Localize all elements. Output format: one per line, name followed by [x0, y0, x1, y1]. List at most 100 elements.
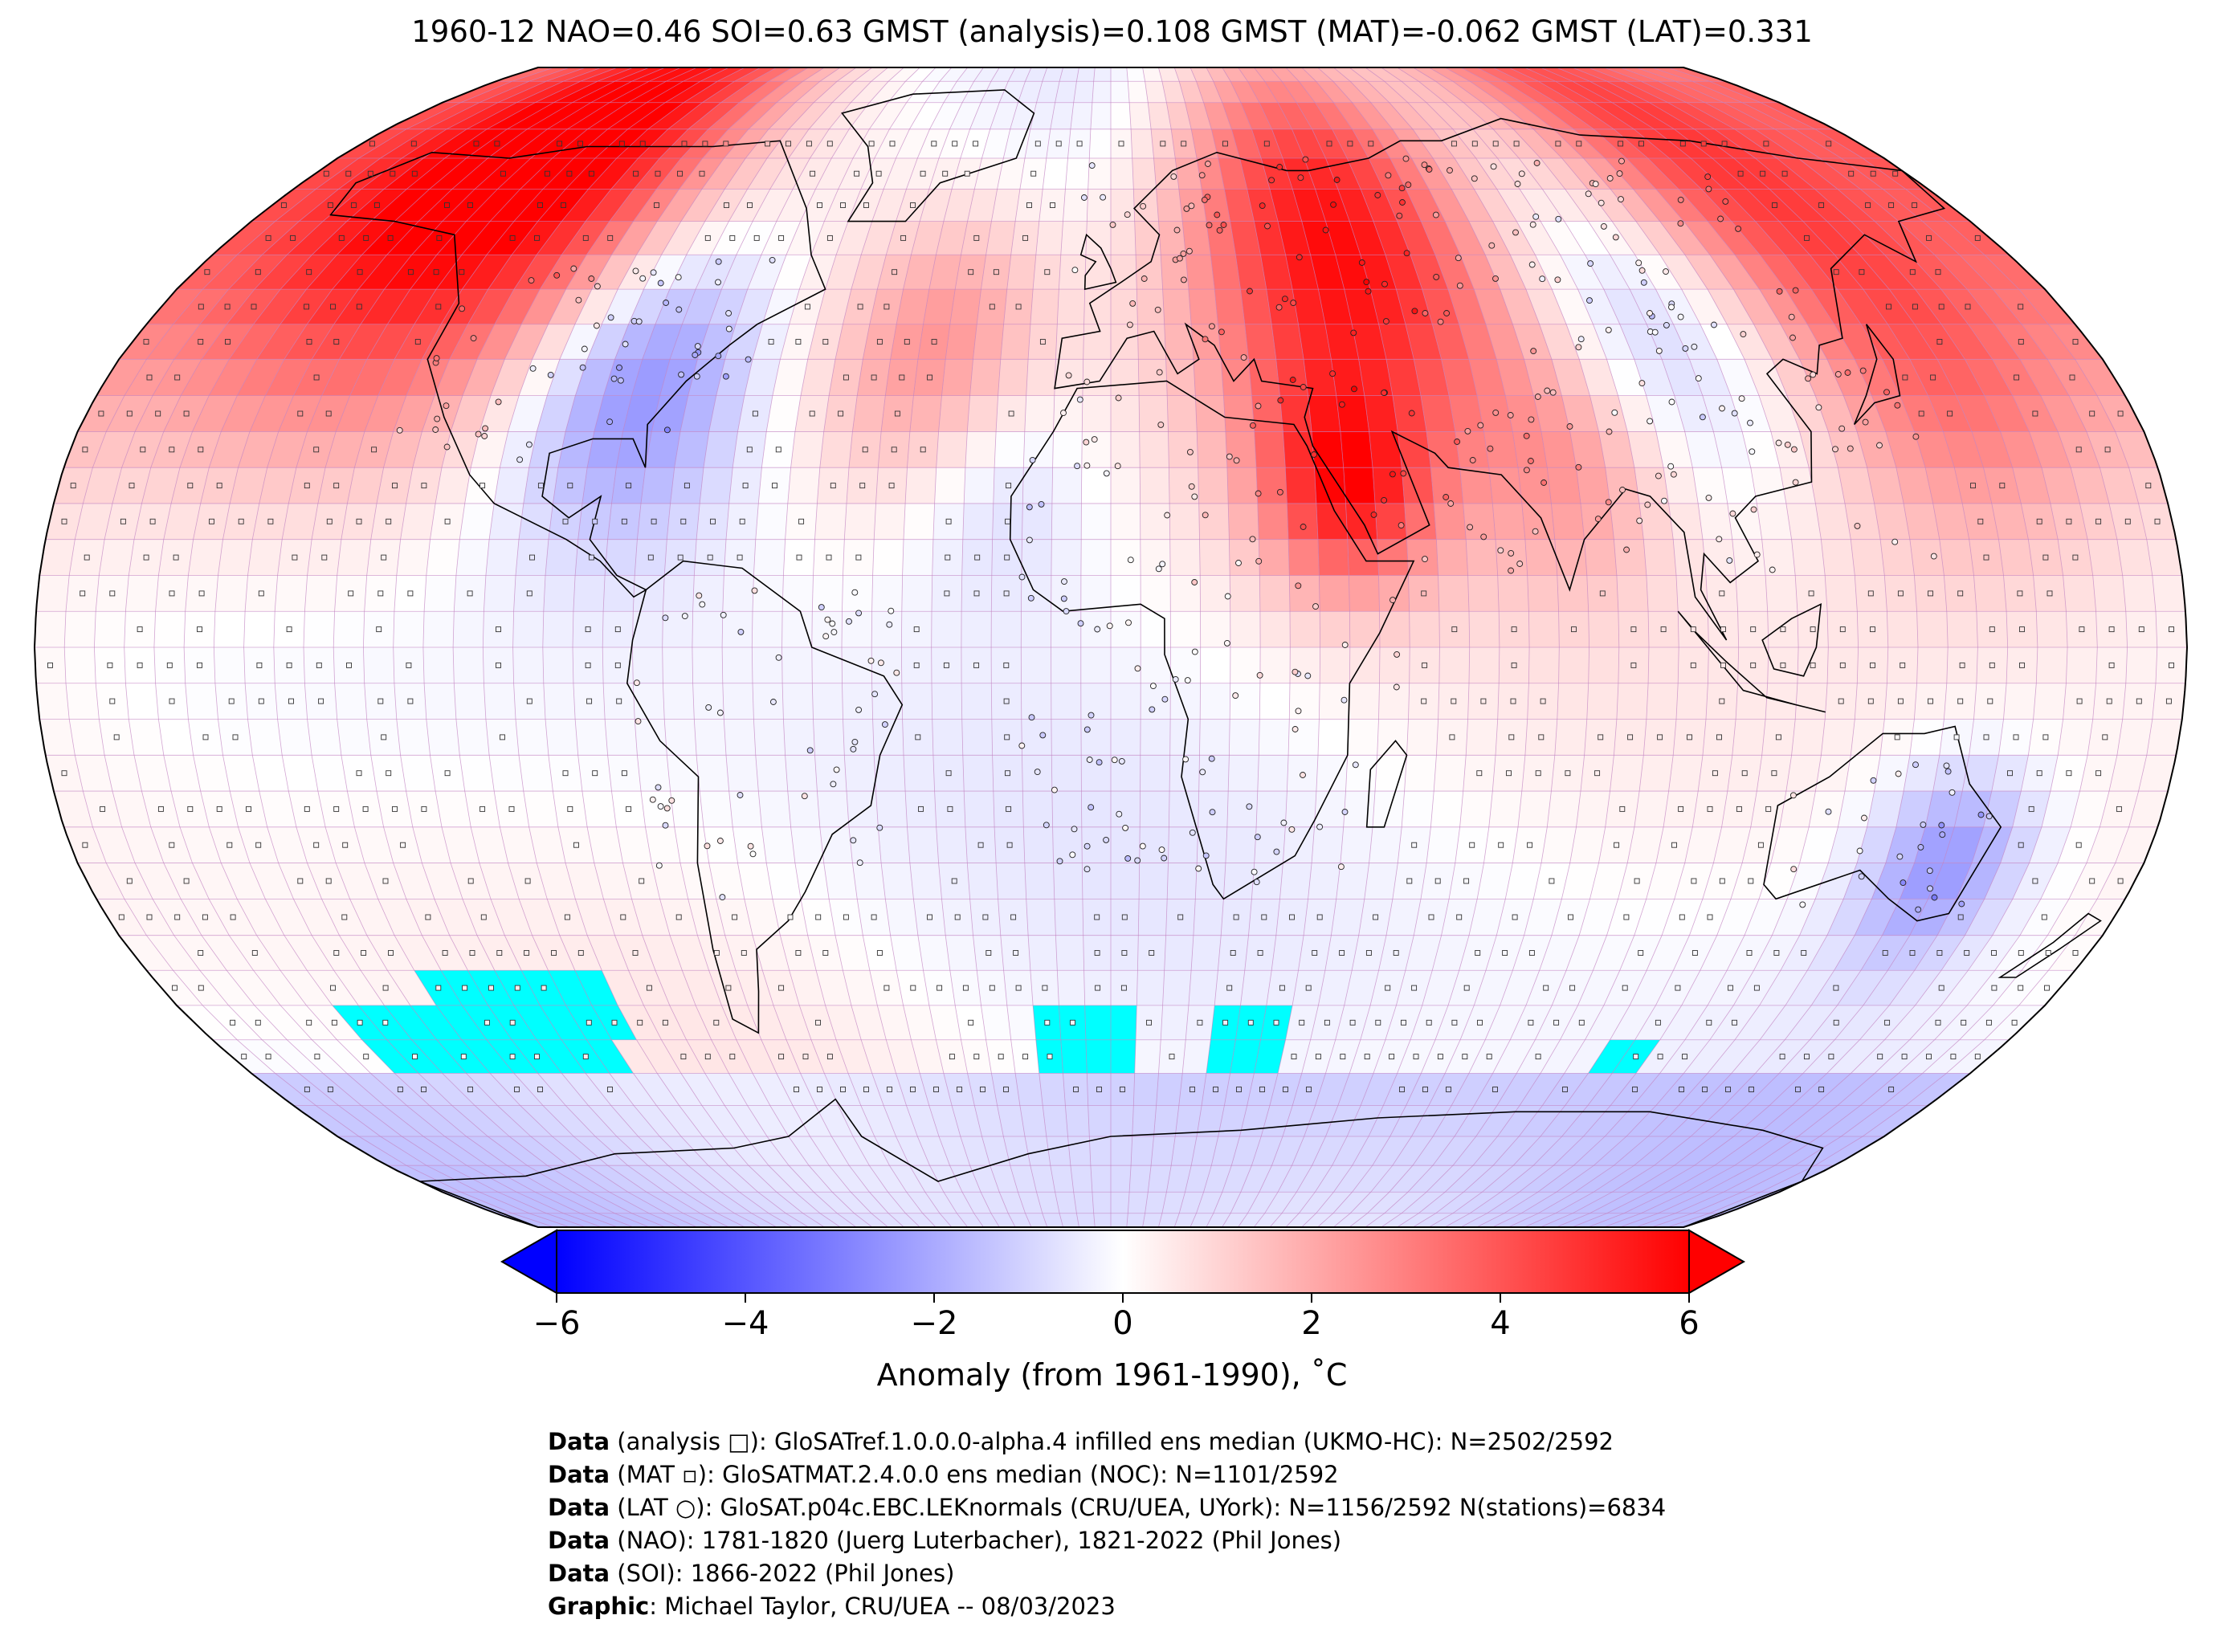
lat-station-marker	[1350, 329, 1357, 337]
lat-station-marker	[1661, 497, 1667, 504]
mat-cell-marker	[1257, 950, 1263, 956]
mat-cell-marker	[973, 662, 980, 668]
anomaly-cell	[422, 611, 455, 647]
anomaly-cell	[1080, 719, 1111, 756]
anomaly-cell	[1132, 1105, 1157, 1136]
anomaly-cell	[957, 67, 984, 82]
anomaly-cell	[1171, 1136, 1197, 1166]
anomaly-cell	[1052, 431, 1083, 468]
anomaly-cell	[1196, 1192, 1222, 1214]
mat-cell-marker	[338, 235, 345, 241]
anomaly-cell	[1438, 647, 1470, 683]
lat-station-marker	[1206, 222, 1213, 229]
anomaly-cell	[1340, 826, 1373, 863]
anomaly-cell	[739, 1192, 786, 1214]
anomaly-cell	[772, 359, 808, 396]
colorbar-min-arrow	[500, 1229, 557, 1295]
lat-station-marker	[662, 822, 669, 829]
mat-cell-marker	[1750, 662, 1757, 668]
anomaly-cell	[1565, 189, 1613, 222]
anomaly-cell	[871, 67, 904, 82]
lat-station-marker	[650, 269, 657, 276]
anomaly-cell	[1508, 67, 1556, 82]
lat-station-marker	[1176, 255, 1183, 262]
anomaly-cell	[1492, 221, 1536, 255]
lat-station-marker	[1330, 201, 1337, 208]
anomaly-cell	[1333, 1213, 1368, 1227]
anomaly-cell	[618, 255, 662, 290]
anomaly-cell	[1198, 503, 1230, 540]
lat-station-marker	[1312, 603, 1319, 610]
anomaly-cell	[802, 67, 841, 82]
anomaly-cell	[1573, 1136, 1626, 1166]
mat-cell-marker	[304, 1087, 310, 1092]
mat-cell-marker	[537, 202, 543, 208]
anomaly-cell	[724, 1105, 767, 1136]
anomaly-cell	[418, 1073, 475, 1106]
anomaly-cell	[854, 67, 888, 82]
anomaly-cell	[753, 719, 786, 756]
anomaly-cell	[793, 1105, 832, 1136]
lat-station-marker	[886, 621, 893, 628]
anomaly-cell	[346, 1073, 407, 1106]
anomaly-cell	[1174, 67, 1197, 82]
anomaly-cell	[1863, 970, 1915, 1005]
anomaly-cell	[406, 1165, 479, 1193]
mat-cell-marker	[2046, 590, 2053, 597]
mat-cell-marker	[1795, 1087, 1801, 1092]
lat-station-marker	[1825, 808, 1832, 815]
anomaly-cell	[1324, 324, 1359, 360]
lat-station-marker	[1029, 456, 1036, 463]
anomaly-cell	[837, 1213, 872, 1227]
anomaly-cell	[1345, 755, 1377, 792]
anomaly-cell	[1524, 67, 1573, 82]
anomaly-cell	[1647, 158, 1702, 190]
anomaly-cell	[1583, 158, 1634, 190]
anomaly-cell	[1199, 719, 1230, 756]
mat-cell-marker	[1870, 662, 1875, 668]
lat-station-marker	[1253, 879, 1260, 886]
mat-cell-marker	[467, 878, 474, 884]
anomaly-cell	[888, 1213, 920, 1227]
anomaly-cell	[1714, 128, 1777, 158]
lat-station-marker	[1188, 483, 1195, 490]
mat-cell-marker	[1197, 1019, 1203, 1026]
lat-station-marker	[1644, 501, 1651, 508]
mat-cell-marker	[1437, 1054, 1443, 1060]
anomaly-cell	[609, 81, 667, 103]
anomaly-cell	[2047, 899, 2098, 936]
anomaly-cell	[1512, 324, 1552, 360]
anomaly-cell	[917, 1136, 950, 1166]
lat-station-marker	[1114, 463, 1121, 470]
anomaly-cell	[1230, 611, 1261, 647]
anomaly-cell	[1190, 1213, 1214, 1227]
anomaly-cell	[475, 1105, 531, 1136]
mat-cell-marker	[166, 662, 173, 668]
anomaly-cell	[1352, 102, 1393, 129]
anomaly-cell	[1626, 158, 1679, 190]
anomaly-cell	[393, 611, 425, 647]
anomaly-cell	[2036, 647, 2068, 683]
anomaly-cell	[667, 755, 700, 792]
anomaly-cell	[53, 791, 93, 827]
lat-station-marker	[1454, 438, 1461, 445]
lat-station-marker	[482, 425, 489, 432]
anomaly-cell	[1753, 324, 1800, 360]
anomaly-cell	[941, 359, 973, 396]
anomaly-cell	[1057, 289, 1085, 324]
anomaly-cell	[943, 1192, 974, 1214]
anomaly-cell	[575, 899, 615, 936]
anomaly-cell	[1504, 1192, 1557, 1214]
anomaly-cell	[1705, 102, 1775, 129]
lat-station-marker	[1115, 394, 1122, 402]
mat-cell-marker	[1428, 914, 1434, 920]
anomaly-cell	[928, 1105, 961, 1136]
anomaly-cell	[783, 719, 815, 756]
anomaly-cell	[460, 81, 529, 103]
anomaly-cell	[1282, 81, 1316, 103]
anomaly-cell	[1445, 221, 1486, 255]
mat-cell-marker	[614, 626, 621, 633]
anomaly-cell	[1692, 1192, 1761, 1214]
anomaly-cell	[1349, 221, 1385, 255]
mat-cell-marker	[120, 518, 126, 524]
